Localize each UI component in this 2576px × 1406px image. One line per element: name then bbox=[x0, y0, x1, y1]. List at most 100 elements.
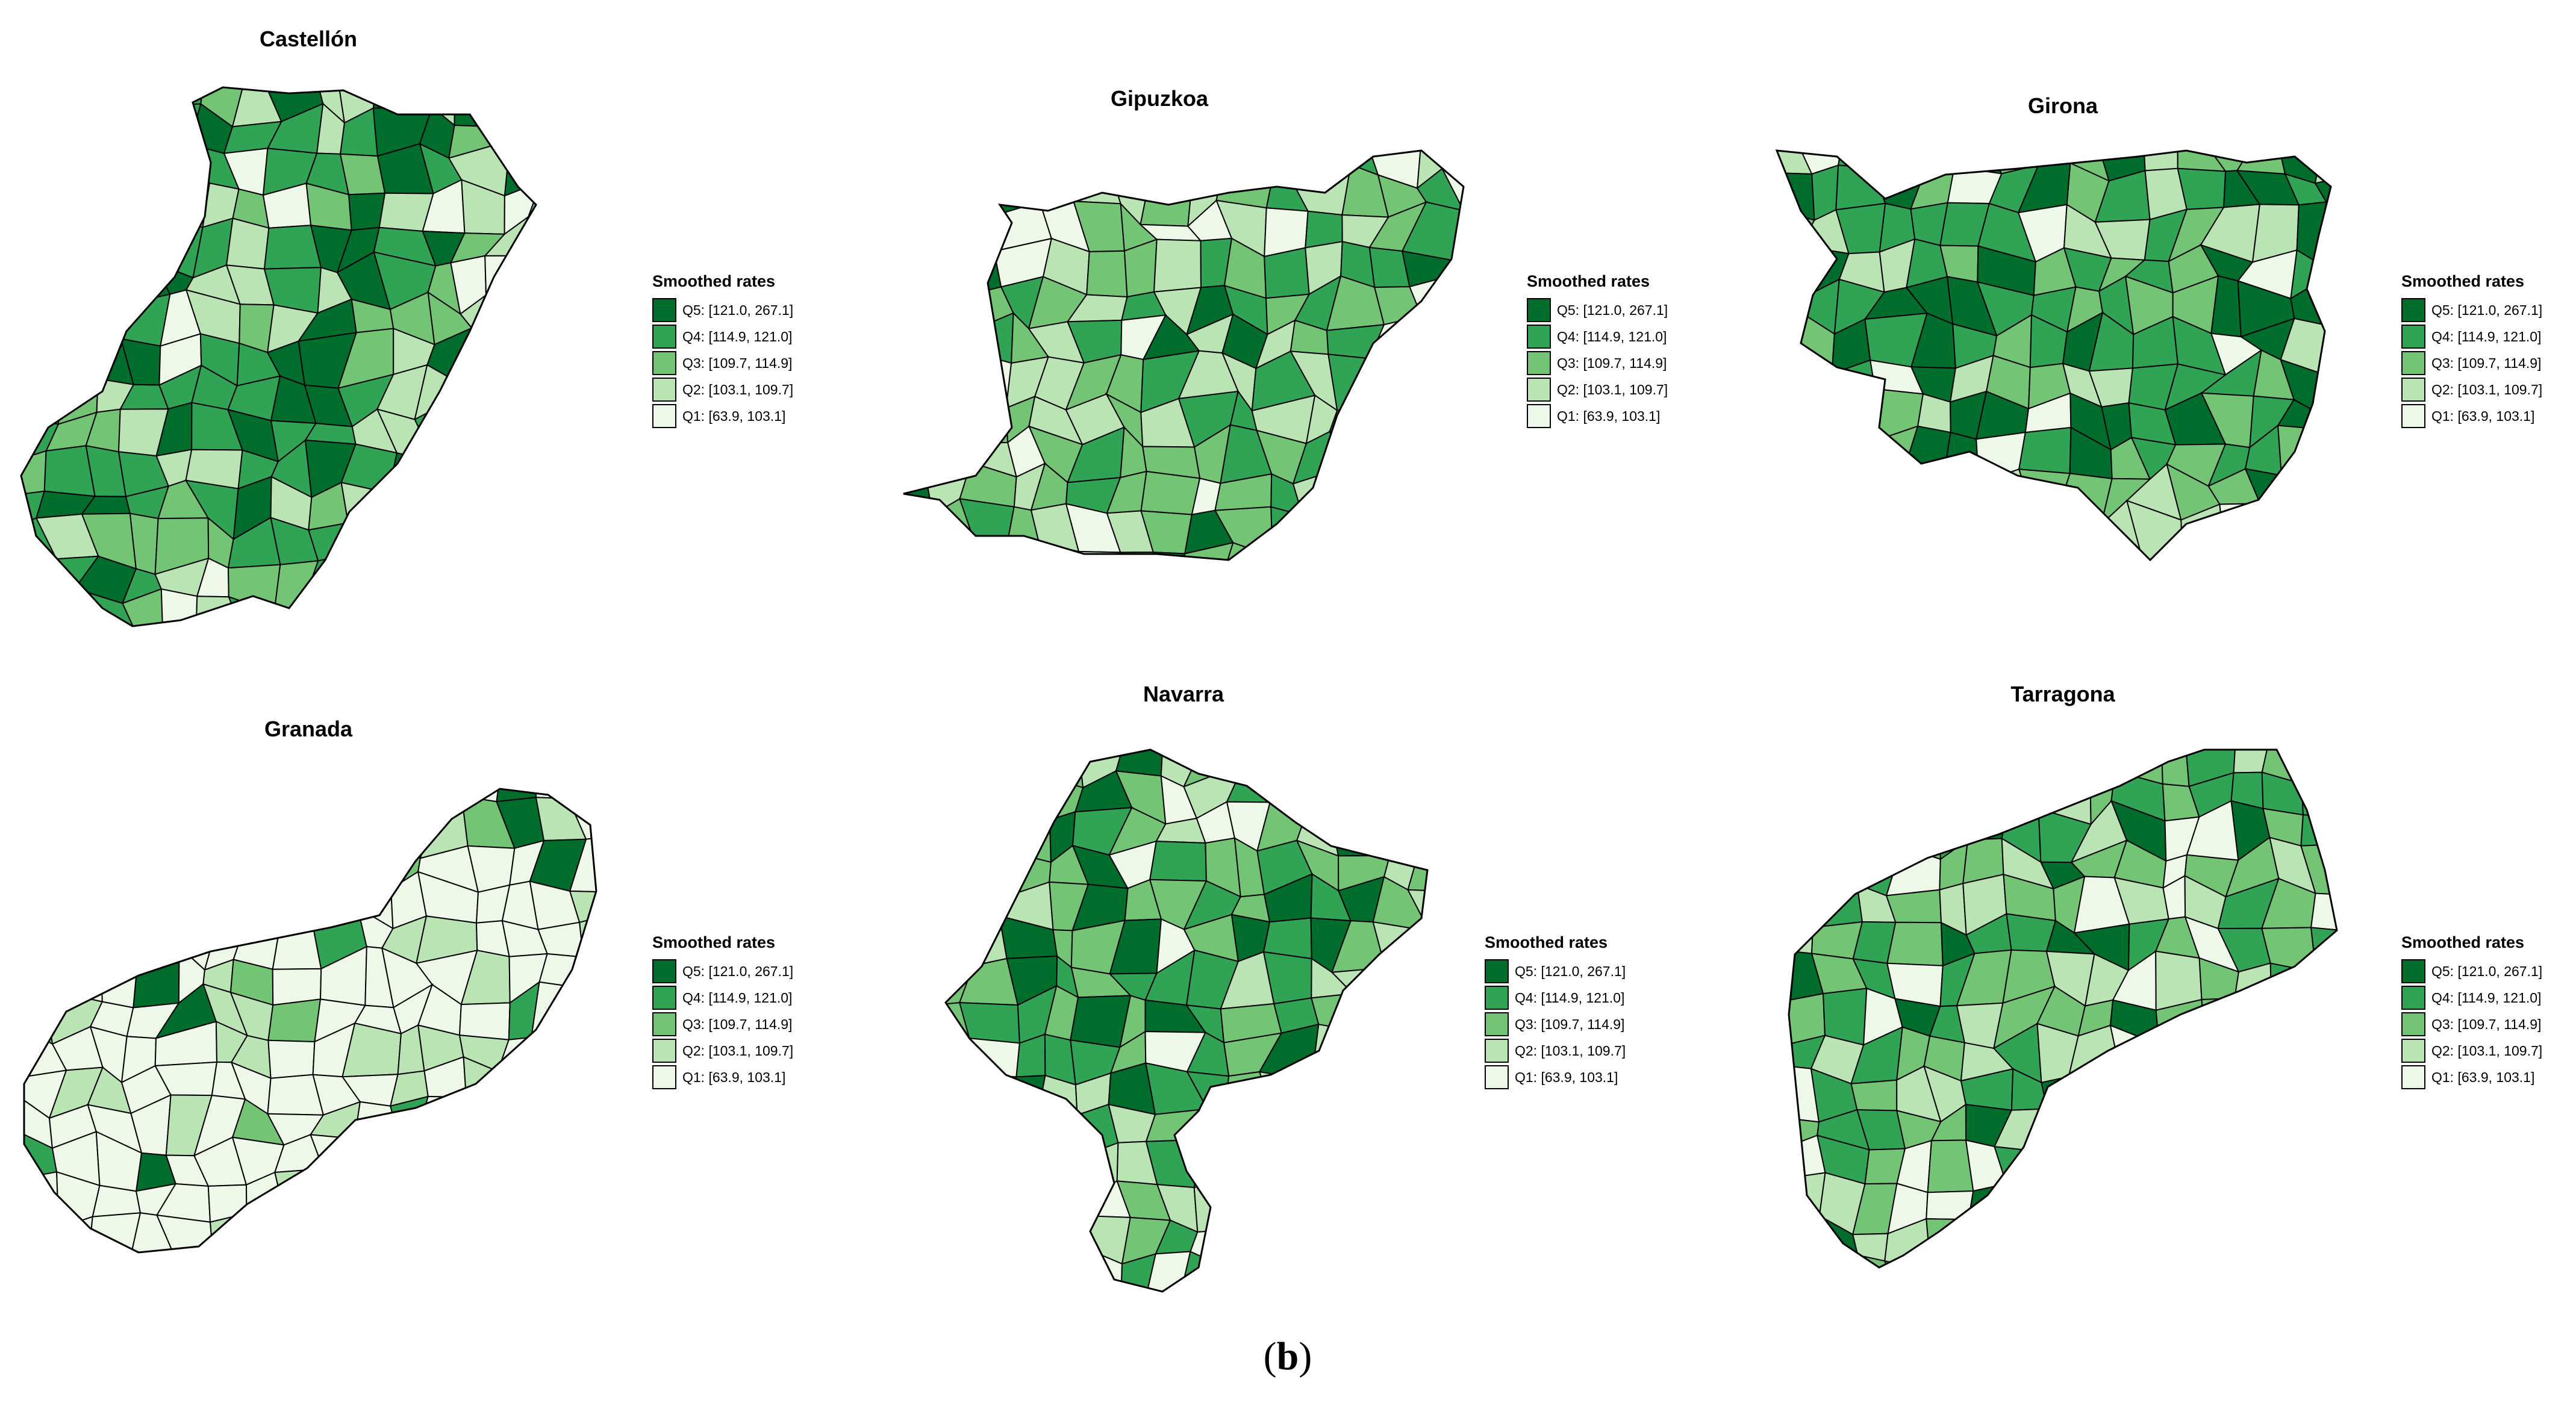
municipality-region bbox=[1005, 750, 1049, 779]
municipality-region bbox=[1050, 1180, 1085, 1228]
municipality-region bbox=[2366, 577, 2400, 624]
municipality-region bbox=[1333, 1061, 1379, 1122]
municipality-region bbox=[1926, 1190, 1974, 1221]
municipality-region bbox=[1421, 955, 1427, 1003]
legend-label-q4: Q4: [114.9, 121.0] bbox=[1515, 989, 1625, 1006]
choropleth-map-castellon bbox=[20, 86, 611, 627]
municipality-region bbox=[2236, 151, 2286, 175]
municipality-region bbox=[1777, 351, 1812, 402]
municipality-region bbox=[2035, 1174, 2082, 1236]
municipality-region bbox=[2186, 1300, 2241, 1335]
municipality-region bbox=[997, 1113, 1056, 1151]
municipality-region bbox=[1334, 991, 1374, 1039]
municipality-region bbox=[2069, 1257, 2133, 1268]
map-title-gipuzkoa: Gipuzkoa bbox=[1110, 86, 1209, 111]
municipality-region bbox=[1886, 804, 1941, 860]
legend-swatch-q4 bbox=[1527, 325, 1551, 349]
municipality-region bbox=[1450, 738, 1494, 771]
municipality-region bbox=[934, 1295, 965, 1335]
municipality-region bbox=[375, 638, 423, 676]
municipality-region bbox=[373, 600, 432, 626]
municipality-region bbox=[1459, 207, 1464, 263]
municipality-region bbox=[1777, 484, 1798, 509]
municipality-region bbox=[540, 334, 582, 381]
municipality-region bbox=[1807, 839, 1858, 899]
municipality-region bbox=[1300, 514, 1345, 552]
municipality-region bbox=[527, 181, 536, 232]
municipality-region bbox=[569, 890, 596, 924]
municipality-region bbox=[1115, 750, 1164, 777]
municipality-region bbox=[1901, 474, 1953, 506]
municipality-region bbox=[416, 631, 469, 676]
municipality-region bbox=[21, 177, 54, 240]
municipality-region bbox=[1153, 238, 1202, 293]
municipality-region bbox=[352, 789, 396, 797]
municipality-region bbox=[1853, 750, 1903, 764]
municipality-region bbox=[496, 1070, 549, 1116]
municipality-region bbox=[485, 294, 536, 340]
legend-label-q3: Q3: [109.7, 114.9] bbox=[682, 1016, 793, 1032]
municipality-region bbox=[1348, 1224, 1391, 1271]
municipality-region bbox=[2336, 957, 2337, 1010]
municipality-region bbox=[564, 223, 611, 260]
municipality-region bbox=[924, 429, 973, 474]
municipality-region bbox=[529, 1244, 580, 1252]
municipality-region bbox=[2380, 763, 2418, 815]
municipality-region bbox=[1256, 1248, 1318, 1292]
municipality-region bbox=[1000, 1180, 1058, 1237]
municipality-region bbox=[21, 140, 57, 188]
municipality-region bbox=[21, 450, 47, 496]
municipality-region bbox=[234, 835, 285, 883]
legend-swatch-q5 bbox=[652, 298, 676, 322]
municipality-region bbox=[126, 838, 166, 890]
municipality-region bbox=[1777, 398, 1812, 441]
municipality-region bbox=[1121, 1295, 1161, 1335]
municipality-region bbox=[18, 1284, 54, 1331]
municipality-region bbox=[1402, 315, 1457, 366]
municipality-region bbox=[2154, 1109, 2203, 1160]
legend-swatch-q5 bbox=[1485, 959, 1509, 983]
municipality-region bbox=[155, 143, 211, 194]
municipality-region bbox=[961, 896, 1006, 927]
municipality-region bbox=[2336, 1248, 2337, 1268]
municipality-region bbox=[307, 795, 367, 854]
municipality-region bbox=[565, 1026, 596, 1081]
municipality-region bbox=[40, 587, 82, 626]
municipality-region bbox=[1897, 750, 1945, 775]
municipality-region bbox=[598, 177, 652, 222]
legend-title: Smoothed rates bbox=[2401, 272, 2525, 290]
municipality-region bbox=[2269, 962, 2317, 1000]
legend-label-q5: Q5: [121.0, 267.1] bbox=[1557, 302, 1668, 318]
municipality-region bbox=[1931, 1270, 1960, 1310]
municipality-region bbox=[1951, 539, 1997, 560]
municipality-region bbox=[2145, 1036, 2206, 1077]
legend-swatch-q3 bbox=[652, 351, 676, 375]
municipality-region bbox=[391, 789, 438, 812]
municipality-region bbox=[1372, 876, 1427, 932]
municipality-region bbox=[524, 514, 536, 577]
municipality-region bbox=[160, 838, 213, 877]
municipality-region bbox=[2315, 254, 2331, 299]
municipality-region bbox=[2069, 1110, 2128, 1149]
municipality-region bbox=[1789, 1215, 1821, 1265]
municipality-region bbox=[530, 981, 576, 1039]
municipality-region bbox=[528, 105, 536, 151]
municipality-region bbox=[612, 367, 655, 419]
municipality-region bbox=[1791, 500, 1848, 559]
legend-swatch-q2 bbox=[2401, 378, 2425, 402]
legend-label-q2: Q2: [103.1, 109.7] bbox=[2431, 1042, 2543, 1059]
municipality-region bbox=[2154, 1152, 2203, 1196]
legend-swatch-q2 bbox=[1485, 1039, 1509, 1063]
municipality-region bbox=[921, 151, 964, 175]
municipality-region bbox=[1223, 1117, 1276, 1152]
municipality-region bbox=[582, 628, 622, 676]
municipality-region bbox=[1484, 167, 1526, 223]
municipality-region bbox=[531, 565, 536, 613]
municipality-region bbox=[495, 416, 525, 463]
municipality-region bbox=[603, 913, 653, 951]
legend-swatch-q3 bbox=[652, 1012, 676, 1036]
municipality-region bbox=[354, 1137, 405, 1181]
municipality-region bbox=[1311, 1060, 1349, 1120]
municipality-region bbox=[490, 332, 536, 381]
municipality-region bbox=[2341, 844, 2382, 895]
